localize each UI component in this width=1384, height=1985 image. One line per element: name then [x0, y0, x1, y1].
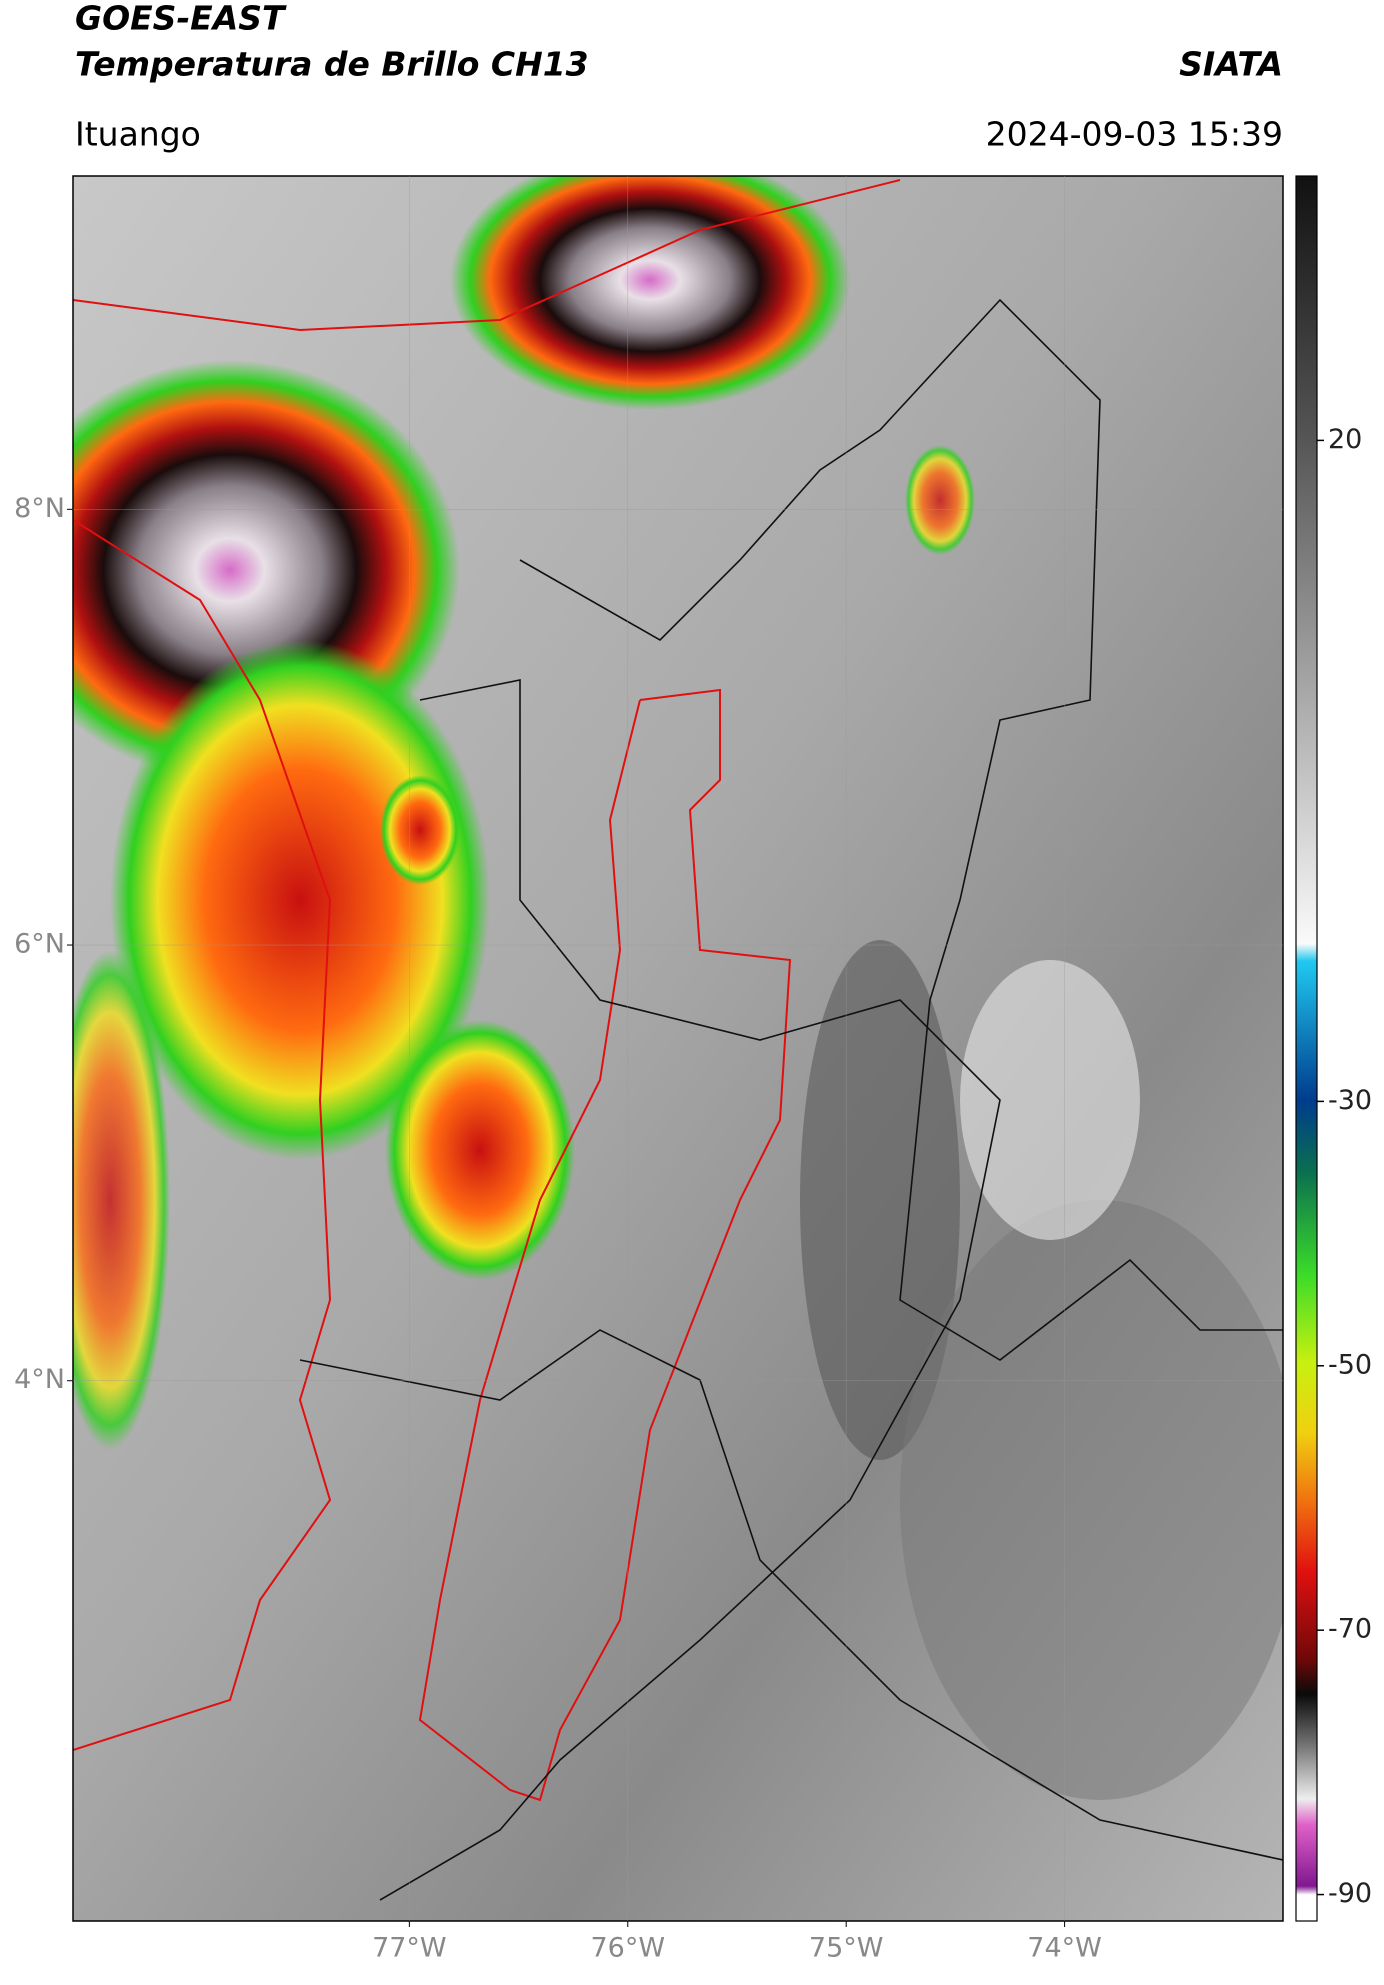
- y-tick-label: 6°N: [14, 929, 65, 960]
- location: Ituango: [75, 115, 201, 154]
- x-tick-label: 77°W: [372, 1933, 447, 1964]
- colorbar-tick-label: -90: [1328, 1878, 1372, 1909]
- admin-boundary: [519, 298, 1283, 1361]
- colorbar-tick-label: -70: [1328, 1614, 1372, 1645]
- map-image: [73, 176, 1283, 1921]
- coastline: [73, 519, 332, 1751]
- title: GOES-EAST: [75, 0, 287, 38]
- convective-cell: [110, 640, 490, 1160]
- colorbar-ticks: 20 -30 -50 -70 -90: [1317, 424, 1372, 1909]
- subtitle: Temperatura de Brillo CH13: [75, 45, 589, 84]
- source: SIATA: [1179, 45, 1283, 84]
- datetime: 2024-09-03 15:39: [986, 115, 1283, 154]
- y-tick-label: 8°N: [14, 493, 65, 524]
- convective-cell: [905, 445, 975, 555]
- admin-boundary: [379, 679, 1001, 1901]
- map-frame: [72, 175, 1284, 1922]
- storm-cloud: [450, 176, 850, 410]
- colorbar-tick-label: -50: [1328, 1349, 1372, 1380]
- dark-region: [800, 940, 960, 1460]
- admin-boundary: [299, 1329, 1283, 1861]
- convective-cell: [380, 775, 460, 885]
- colorbar-tick-label: -30: [1328, 1085, 1372, 1116]
- x-tick-label: 75°W: [809, 1933, 884, 1964]
- coastline: [73, 179, 901, 332]
- region-boundary: [418, 688, 792, 1802]
- convective-cell: [385, 1020, 575, 1280]
- y-tick-label: 4°N: [14, 1364, 65, 1395]
- colorbar: [1295, 175, 1318, 1922]
- bright-region: [960, 960, 1140, 1240]
- graticule: 77°W 76°W 75°W 74°W 8°N 6°N 4°N: [14, 176, 1283, 1964]
- x-tick-label: 76°W: [590, 1933, 665, 1964]
- convective-cell: [73, 950, 170, 1450]
- x-tick-label: 74°W: [1027, 1933, 1102, 1964]
- dark-region: [900, 1200, 1283, 1800]
- colorbar-tick-label: 20: [1328, 424, 1362, 455]
